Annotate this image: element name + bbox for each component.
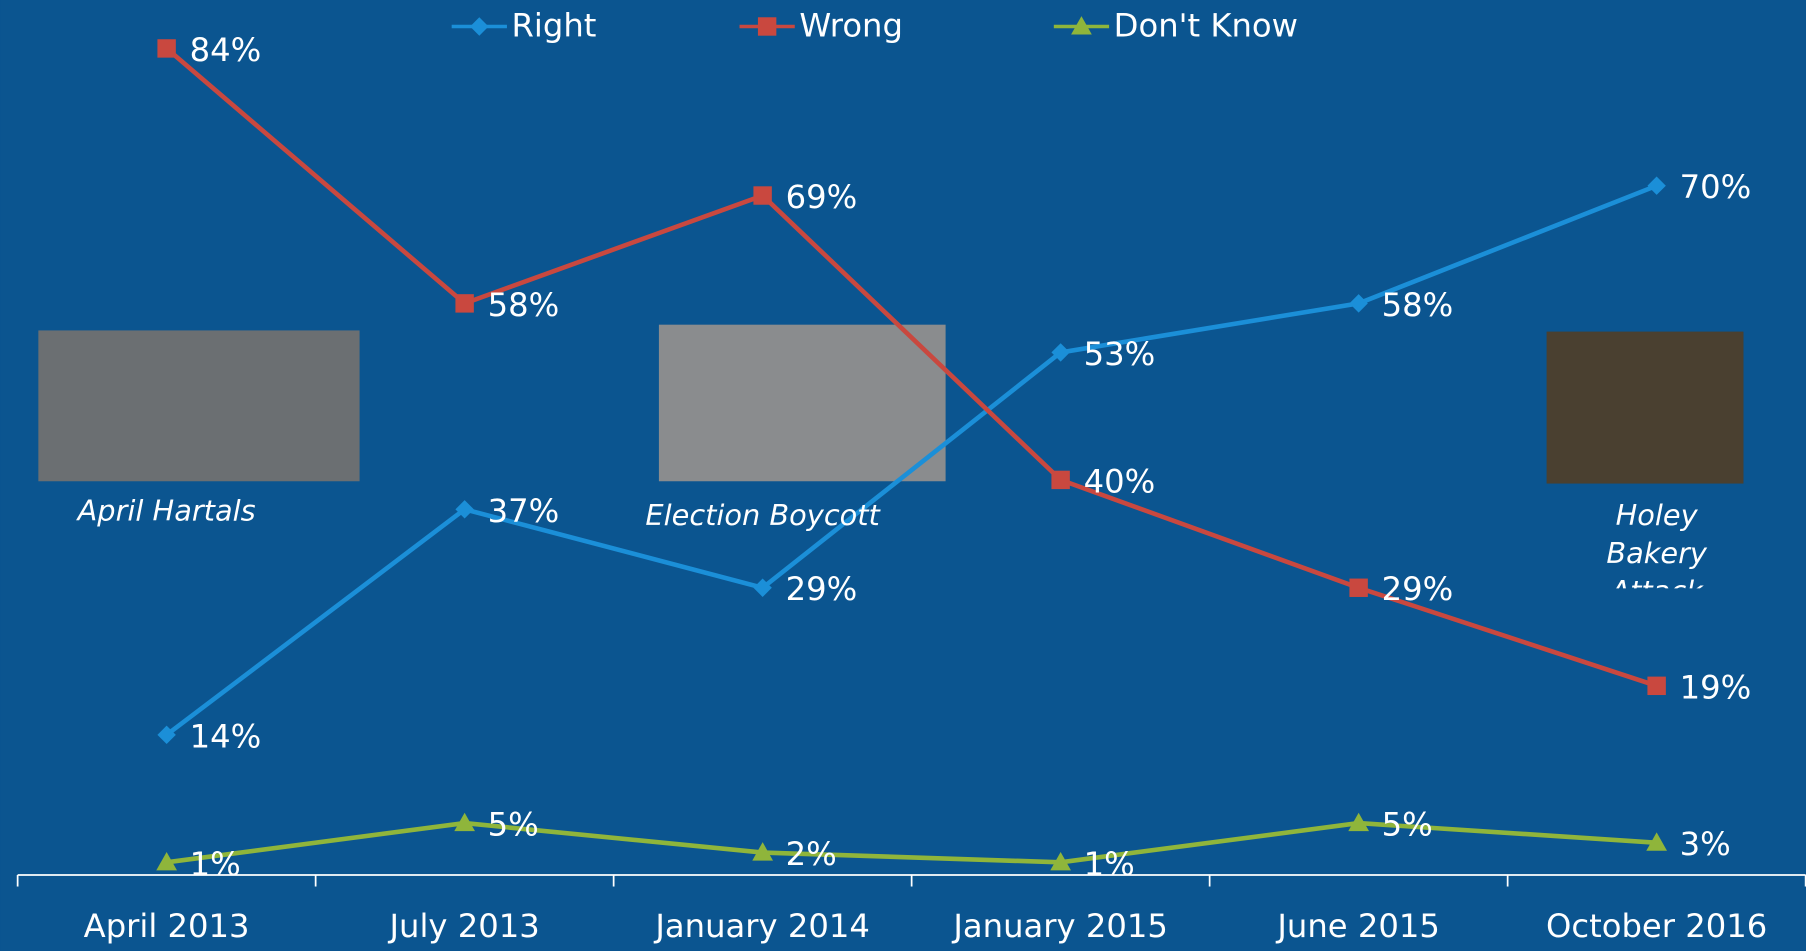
marker [157,39,175,57]
value-label: 70% [1680,168,1752,206]
value-label: 40% [1084,462,1156,500]
photo [1547,332,1744,484]
value-label: 5% [1382,806,1433,844]
value-label: 53% [1084,335,1156,373]
marker [1349,579,1367,597]
value-label: 19% [1680,668,1752,706]
marker [1051,471,1069,489]
legend-label: Wrong [799,7,903,45]
legend-label: Don't Know [1114,7,1298,45]
x-tick-label: June 2015 [1275,907,1439,945]
annotation-text: Election Boycott [613,496,912,534]
value-label: 37% [488,492,560,530]
value-label: 5% [488,806,539,844]
legend-marker [758,17,776,35]
value-label: 84% [190,31,262,69]
x-tick-label: January 2014 [653,907,869,945]
annotation: April Hartals [17,492,316,584]
marker [455,294,473,312]
value-label: 3% [1680,825,1731,863]
annotation-text: April Hartals [17,492,316,530]
marker [753,186,771,204]
x-tick-label: January 2015 [951,907,1167,945]
value-label: 69% [786,178,858,216]
x-tick-label: July 2013 [388,907,540,945]
photo [659,325,946,482]
chart: April 2013 July 2013 January 2014 January 2… [0,0,1806,951]
value-label: 29% [1382,570,1454,608]
photo [38,330,359,481]
annotation-text: Holey Bakery Attack [1507,496,1806,588]
value-label: 58% [1382,286,1454,324]
x-tick-label: October 2016 [1546,907,1767,945]
x-tick-label: April 2013 [84,907,250,945]
annotation: Election Boycott [613,496,912,588]
value-label: 1% [190,845,241,883]
value-label: 1% [1084,845,1135,883]
annotation: Holey Bakery Attack [1507,496,1806,588]
legend-label: Right [512,7,597,45]
page: {"chart_data":{"type":"line", "categorie… [0,0,1806,951]
value-label: 14% [190,717,262,755]
marker [1647,677,1665,695]
value-label: 58% [488,286,560,324]
value-label: 2% [786,835,837,873]
